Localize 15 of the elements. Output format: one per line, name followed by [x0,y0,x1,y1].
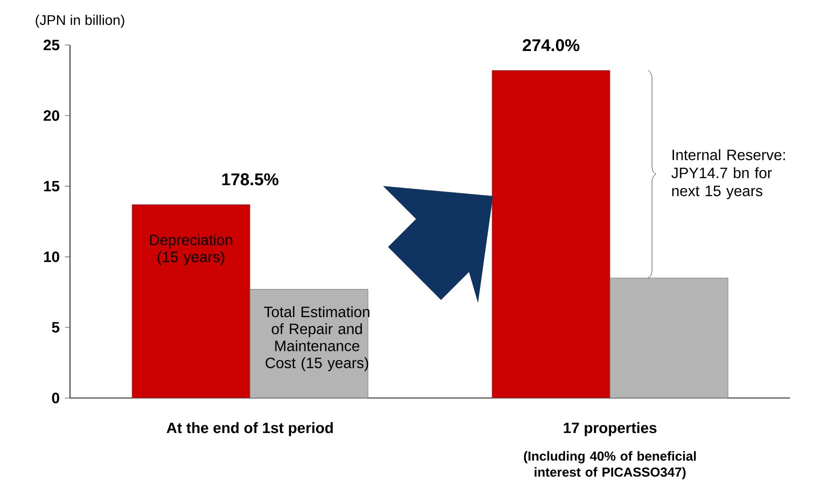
series-label: Depreciation (15 years) [150,234,232,266]
y-tick-label: 15 [44,180,60,192]
y-tick-label: 10 [44,251,60,262]
y-axis-title: (JPN in billion) [36,14,124,28]
annotation: 178.5% [222,173,278,186]
y-tick-label: 25 [44,40,60,50]
y-tick-label: 20 [44,110,60,121]
y-tick-label: 5 [52,322,60,333]
x-tick-label: At the end of 1st period [166,422,333,436]
y-tick-label: 0 [52,392,60,404]
text: (Including 40% of beneficial interest of PICASSO347) [524,451,696,480]
series-label: Total Estimation of Repair and Maintenance Cost (15 years) [264,306,370,372]
x-tick-label: 17 properties [564,422,656,436]
annotation: 274.0% [522,39,580,52]
annotation: Internal Reserve: JPY14.7 bn for next 15 years [671,149,785,200]
